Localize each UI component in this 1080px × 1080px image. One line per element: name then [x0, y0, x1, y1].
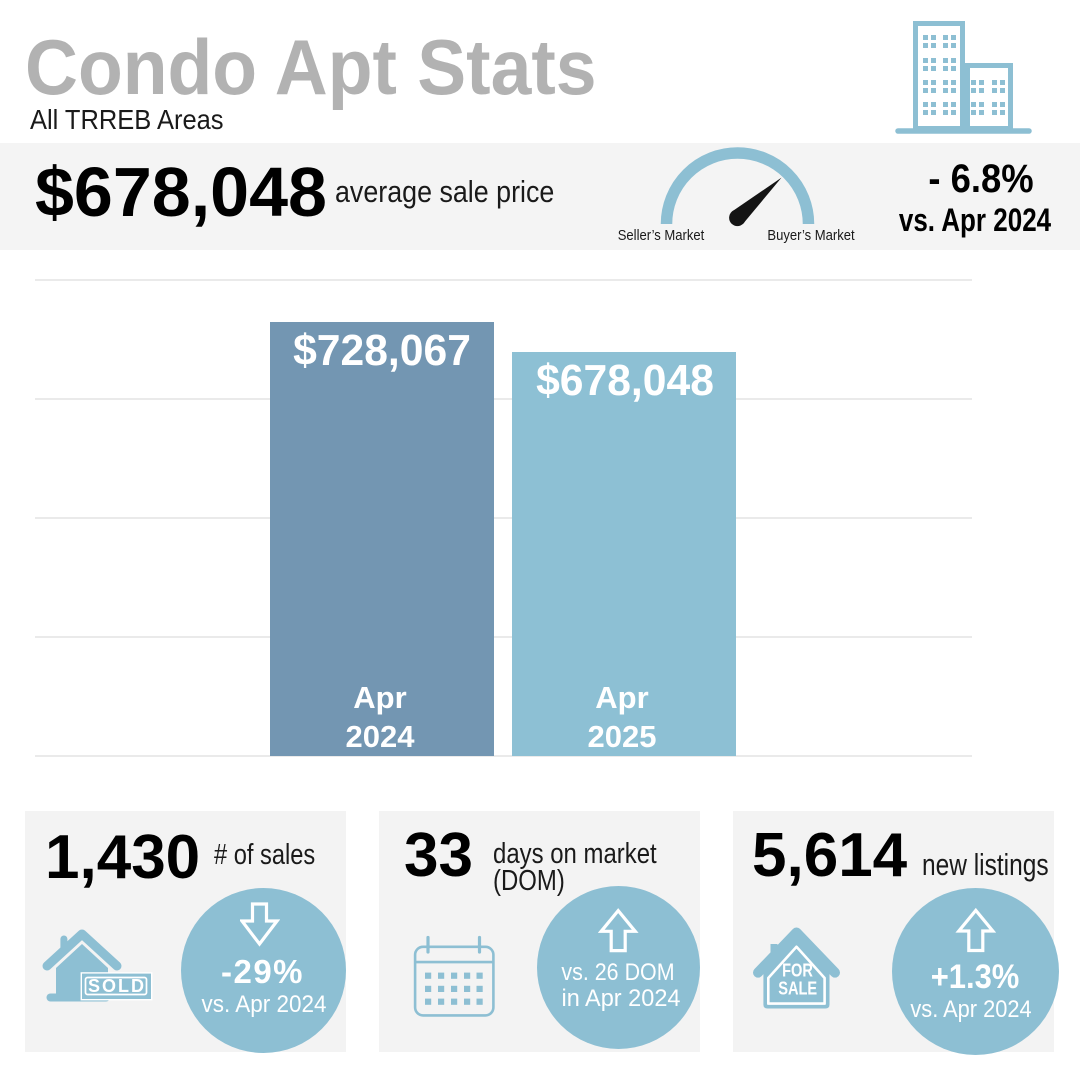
svg-text:SALE: SALE: [778, 978, 817, 999]
svg-text:SOLD: SOLD: [88, 976, 146, 996]
svg-text:FOR: FOR: [782, 960, 813, 981]
